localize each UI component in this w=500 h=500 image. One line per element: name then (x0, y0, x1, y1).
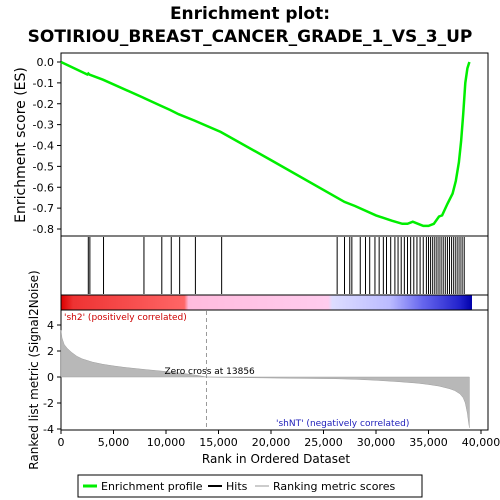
x-axis-ticks: 0 5,000 10,000 15,000 20,000 25,000 30,000 35,0… (58, 430, 500, 449)
metric-y-tick-label: 2 (47, 345, 54, 358)
legend-hits: Hits (226, 480, 248, 493)
es-y-tick-label: -0.5 (33, 160, 54, 173)
metric-y-tick-label: -4 (43, 423, 54, 436)
hits-panel-frame (61, 236, 488, 295)
es-y-ticks: 0.0 -0.1 -0.2 -0.3 -0.4 -0.5 -0.6 -0.7 -0.8 (33, 56, 61, 236)
es-y-tick-label: -0.4 (33, 140, 54, 153)
metric-y-tick-label: 0 (47, 371, 54, 384)
es-y-tick-label: -0.2 (33, 98, 54, 111)
positive-correlation-label: 'sh2' (positively correlated) (64, 313, 187, 323)
legend-enrichment-profile: Enrichment profile (101, 480, 203, 493)
title-line-1: Enrichment plot: (170, 4, 330, 24)
x-tick-label: 0 (58, 436, 65, 449)
es-y-tick-label: -0.8 (33, 223, 54, 236)
title-line-2: SOTIRIOU_BREAST_CANCER_GRADE_1_VS_3_UP (28, 27, 473, 47)
zero-cross-label: Zero cross at 13856 (164, 367, 255, 377)
metric-y-ticks: 4 2 0 -2 -4 (43, 319, 61, 436)
es-y-tick-label: -0.7 (33, 202, 54, 215)
es-y-tick-label: -0.3 (33, 119, 54, 132)
es-y-tick-label: -0.6 (33, 181, 54, 194)
x-axis-label: Rank in Ordered Dataset (202, 452, 350, 466)
x-tick-label: 30,000 (357, 436, 396, 449)
x-tick-label: 5,000 (98, 436, 130, 449)
x-tick-label: 15,000 (199, 436, 238, 449)
x-tick-label: 10,000 (147, 436, 186, 449)
negative-correlation-label: 'shNT' (negatively correlated) (276, 419, 409, 429)
es-y-axis-label: Enrichment score (ES) (13, 67, 29, 223)
metric-y-axis-label: Ranked list metric (Signal2Noise) (27, 270, 41, 469)
metric-y-tick-label: 4 (47, 319, 54, 332)
legend-ranking-metric-scores: Ranking metric scores (273, 480, 395, 493)
x-tick-label: 35,000 (409, 436, 448, 449)
es-y-tick-label: 0.0 (37, 56, 55, 69)
x-tick-label: 40,000 (462, 436, 500, 449)
es-panel-frame (61, 53, 488, 236)
es-y-tick-label: -0.1 (33, 77, 54, 90)
metric-y-tick-label: -2 (43, 397, 54, 410)
x-tick-label: 25,000 (304, 436, 343, 449)
rank-color-bar (61, 295, 472, 310)
x-tick-label: 20,000 (252, 436, 291, 449)
